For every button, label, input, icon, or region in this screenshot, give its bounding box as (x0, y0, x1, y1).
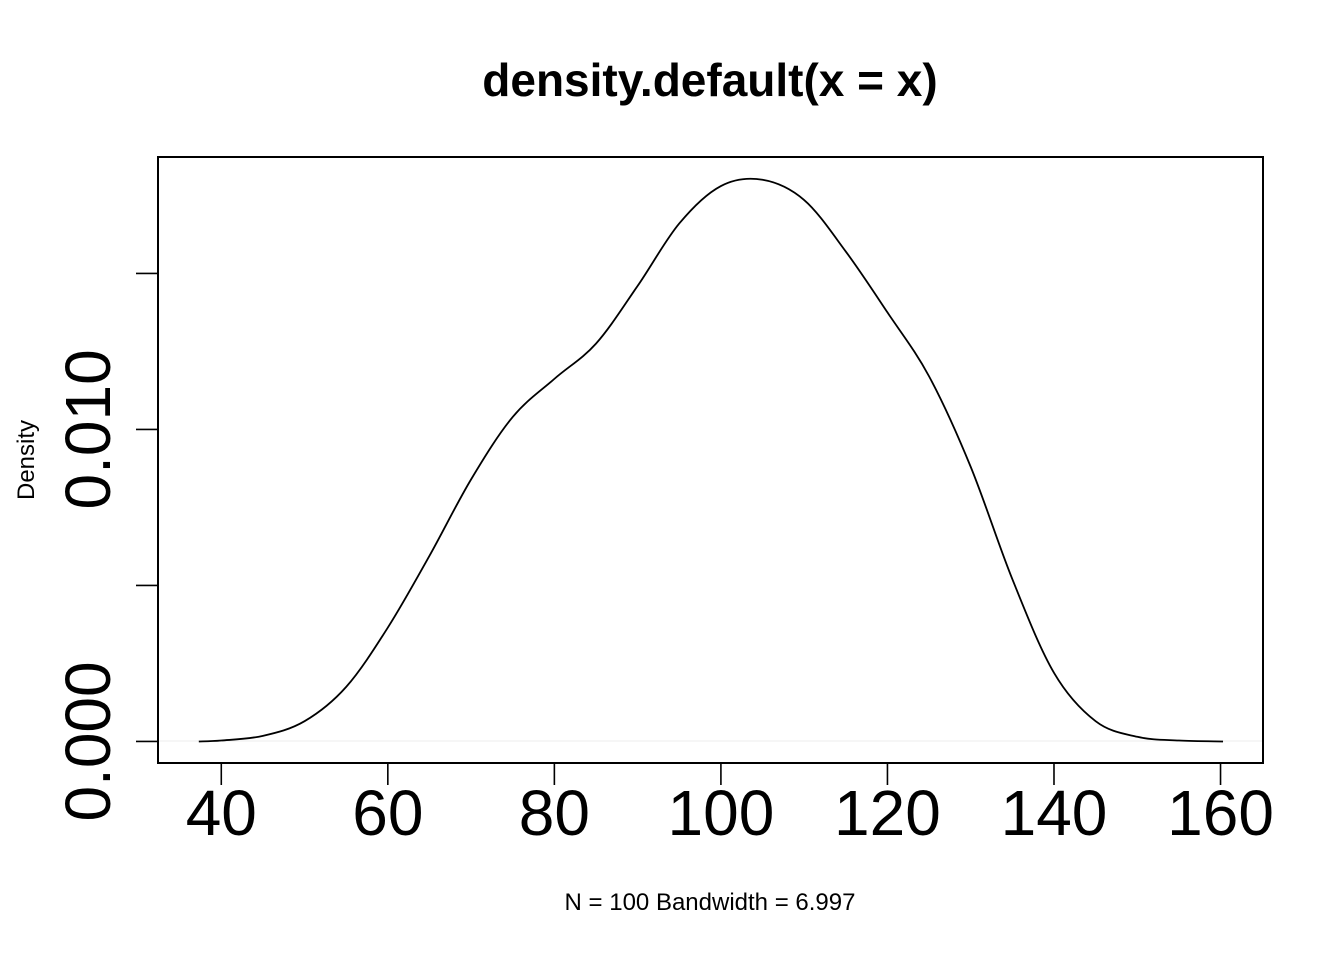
y-tick-label: 0.010 (52, 349, 124, 509)
x-tick-label: 100 (668, 777, 775, 849)
x-tick-label: 40 (186, 777, 257, 849)
x-tick-label: 160 (1167, 777, 1274, 849)
x-tick-label: 80 (519, 777, 590, 849)
x-tick-label: 140 (1001, 777, 1108, 849)
x-axis-label: N = 100 Bandwidth = 6.997 (565, 889, 856, 916)
density-curve (198, 177, 1224, 743)
x-tick-label: 60 (352, 777, 423, 849)
y-axis: 0.000 0.010 (52, 272, 158, 822)
chart-title: density.default(x = x) (482, 54, 937, 106)
y-tick-label: 0.000 (52, 661, 124, 821)
x-tick-label: 120 (834, 777, 941, 849)
y-axis-label: Density (13, 420, 40, 500)
x-axis: 40 60 80 100 120 140 160 (186, 763, 1274, 849)
plot-frame (157, 156, 1264, 764)
